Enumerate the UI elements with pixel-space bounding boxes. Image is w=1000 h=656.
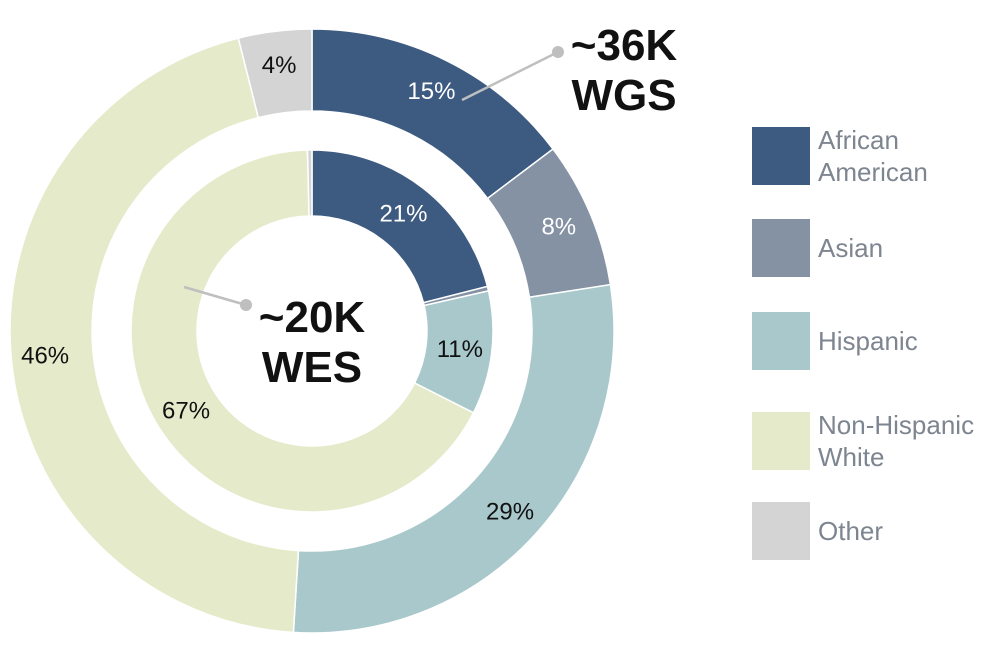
legend-swatch	[752, 502, 810, 560]
legend-item-other: Other	[752, 502, 997, 560]
inner-callout-dataset: WES	[262, 343, 362, 392]
outer-ring-callout: ~36K WGS	[461, 21, 678, 120]
inner-callout-leader	[183, 285, 247, 307]
slice-labels: 15% 8% 29% 46% 4% 21% 11% 67%	[21, 52, 576, 526]
outer-label-asian: 8%	[541, 214, 576, 241]
legend-label: Non-Hispanic White	[818, 410, 975, 472]
legend-label: Other	[818, 516, 884, 546]
legend-swatch	[752, 312, 810, 370]
legend-swatch	[752, 127, 810, 185]
outer-label-other: 4%	[262, 52, 297, 79]
legend-swatch	[752, 412, 810, 470]
inner-callout-count: ~20K	[259, 293, 366, 342]
inner-callout-dot	[240, 299, 252, 311]
inner-label-hispanic: 11%	[437, 336, 483, 363]
legend-swatch	[752, 219, 810, 277]
inner-ring	[130, 149, 494, 513]
outer-label-hispanic: 29%	[486, 499, 534, 526]
outer-label-african-american: 15%	[407, 78, 455, 105]
outer-callout-count: ~36K	[571, 21, 678, 70]
legend-label: African American	[818, 125, 928, 187]
outer-callout-leader	[461, 50, 559, 102]
legend-label: Asian	[818, 233, 884, 263]
outer-slice-non-hispanic-white	[9, 37, 300, 634]
outer-callout-dataset: WGS	[571, 71, 676, 120]
legend-item-asian: Asian	[752, 219, 997, 277]
inner-ring-callout: ~20K WES	[183, 285, 366, 392]
inner-label-african-american: 21%	[379, 200, 427, 227]
legend-item-non-hispanic-white: Non-Hispanic White	[752, 409, 997, 473]
outer-label-non-hispanic-white: 46%	[21, 343, 69, 370]
inner-label-non-hispanic-white: 67%	[162, 398, 210, 425]
legend-item-hispanic: Hispanic	[752, 312, 997, 370]
legend-item-african-american: African American	[752, 124, 997, 188]
inner-slice-other	[306, 149, 313, 217]
legend-label: Hispanic	[818, 326, 918, 356]
inner-slice-non-hispanic-white	[130, 149, 475, 513]
outer-ring	[9, 28, 615, 634]
outer-slice-hispanic	[292, 283, 615, 634]
outer-callout-dot	[552, 46, 564, 58]
outer-slice-other	[237, 28, 313, 119]
